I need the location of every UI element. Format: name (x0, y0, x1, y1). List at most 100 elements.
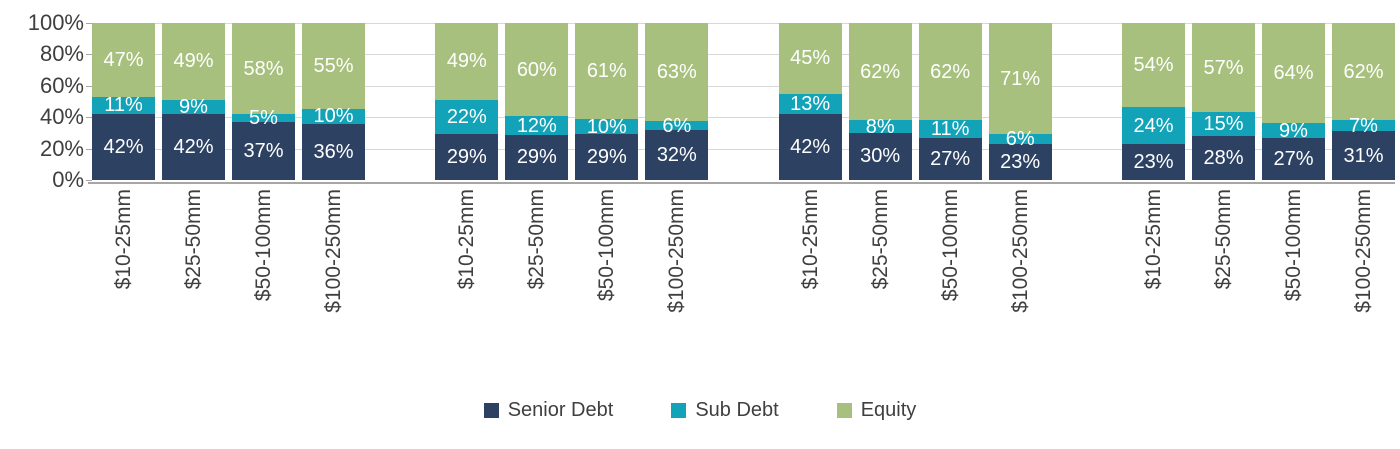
stacked-bar: 62% 8% 30% (848, 23, 912, 181)
y-tick-label: 20% (39, 136, 84, 161)
segment-value-label: 71% (1000, 67, 1041, 90)
segment-value-label: 62% (930, 60, 971, 83)
segment-value-label: 5% (249, 107, 278, 129)
sub-debt-segment: 6% (645, 116, 709, 136)
stacked-bar: 60% 12% 29% (505, 23, 569, 180)
senior-debt-segment: 42% (92, 114, 155, 180)
sub-debt-segment: 7% (1331, 116, 1395, 136)
equity-segment: 57% (1191, 23, 1255, 113)
category-label: $25-50mm (182, 189, 205, 290)
segment-value-label: 11% (104, 94, 143, 117)
stacked-bar: 45% 13% 42% (778, 23, 842, 180)
y-tick-mark (86, 86, 92, 87)
equity-segment: 62% (1331, 23, 1395, 121)
segment-value-label: 29% (516, 146, 557, 169)
segment-value-label: 42% (103, 136, 144, 159)
segment-value-label: 49% (446, 50, 487, 73)
segment-value-label: 27% (930, 147, 971, 170)
segment-value-label: 54% (1133, 53, 1174, 76)
category-label: $50-100mm (1281, 189, 1305, 302)
x-label-cell: $10-25mm (779, 189, 842, 354)
legend: Senior Debt Sub Debt Equity (0, 399, 1400, 422)
equity-segment: 55% (302, 23, 365, 109)
legend-item-sub-debt: Sub Debt (671, 399, 779, 422)
segment-value-label: 27% (1273, 147, 1314, 170)
x-label-cell: $25-50mm (505, 189, 568, 354)
x-label-group-3: $10-25mm $25-50mm $50-100mm $100-250mm (779, 189, 1052, 354)
equity-segment: 63% (645, 23, 709, 121)
stacked-bar: 55% 10% 36% (302, 23, 365, 180)
bar-group-4: 54% 24% 23% 57% 15% 28% 64% 9% 27% 62% 7% 31% (1121, 23, 1395, 181)
y-tick-label: 0% (52, 167, 84, 192)
senior-debt-segment: 27% (918, 137, 982, 181)
segment-value-label: 11% (930, 117, 970, 140)
stacked-bar: 62% 11% 27% (918, 23, 982, 181)
segment-value-label: 55% (313, 54, 354, 77)
equity-segment: 45% (778, 23, 842, 94)
x-label-cell: $50-100mm (919, 189, 982, 354)
segment-value-label: 22% (446, 106, 487, 129)
segment-value-label: 64% (1273, 62, 1314, 85)
senior-debt-segment: 30% (848, 132, 912, 181)
segment-value-label: 29% (446, 146, 487, 169)
category-label: $25-50mm (1211, 189, 1235, 290)
stacked-bar: 58% 5% 37% (232, 23, 295, 181)
segment-value-label: 23% (1000, 150, 1041, 173)
equity-segment: 54% (1121, 23, 1185, 107)
sub-debt-segment: 5% (232, 108, 295, 128)
senior-debt-segment: 31% (1331, 131, 1395, 181)
sub-debt-segment: 11% (918, 117, 982, 140)
x-label-group-2: $10-25mm $25-50mm $50-100mm $100-250mm (435, 189, 708, 354)
category-label: $10-25mm (455, 189, 479, 290)
segment-value-label: 8% (865, 115, 895, 138)
sub-debt-segment: 9% (1261, 121, 1325, 141)
senior-debt-segment: 23% (988, 143, 1052, 180)
stacked-bar: 62% 7% 31% (1331, 23, 1395, 181)
segment-value-label: 57% (1203, 56, 1244, 79)
y-tick-label: 40% (39, 104, 84, 129)
bar-group-2: 49% 22% 29% 60% 12% 29% 61% 10% 29% 63% 6% 32% (435, 23, 709, 181)
category-label: $100-250mm (322, 189, 345, 313)
segment-value-label: 61% (586, 59, 627, 82)
segment-value-label: 29% (586, 146, 627, 169)
equity-segment: 49% (435, 23, 499, 100)
segment-value-label: 6% (662, 114, 692, 137)
senior-debt-segment: 29% (575, 134, 639, 181)
y-tick-mark (86, 23, 92, 24)
equity-swatch-icon (836, 403, 852, 418)
category-label: $25-50mm (868, 189, 892, 290)
senior-debt-segment: 36% (302, 124, 365, 180)
segment-value-label: 30% (860, 145, 901, 168)
equity-segment: 64% (1261, 23, 1325, 124)
x-label-cell: $50-100mm (232, 189, 295, 354)
plot-area: 47% 11% 42% 49% 9% 42% 58% 5% 37% 55% 10% 36% 49% 22%… (92, 23, 1395, 181)
x-axis-line (88, 182, 1395, 184)
senior-debt-segment: 27% (1261, 137, 1325, 181)
equity-segment: 58% (232, 23, 295, 115)
sub-debt-segment: 12% (505, 116, 569, 136)
segment-value-label: 6% (1005, 128, 1035, 151)
stacked-bar: 57% 15% 28% (1191, 23, 1255, 180)
y-tick-mark (86, 149, 92, 150)
equity-segment: 62% (848, 23, 912, 121)
segment-value-label: 9% (179, 95, 208, 118)
segment-value-label: 37% (243, 139, 284, 162)
x-label-cell: $10-25mm (92, 189, 155, 354)
x-label-cell: $100-250mm (302, 189, 365, 354)
senior-debt-segment: 29% (505, 134, 569, 180)
segment-value-label: 45% (790, 47, 831, 70)
senior-debt-segment: 28% (1191, 136, 1255, 180)
segment-value-label: 23% (1133, 151, 1174, 174)
sub-debt-segment: 15% (1191, 112, 1255, 137)
gridline-100 (92, 23, 1395, 24)
stacked-bar: 71% 6% 23% (988, 23, 1052, 180)
senior-debt-swatch-icon (483, 403, 499, 418)
legend-label: Equity (860, 399, 917, 421)
stacked-bar: 63% 6% 32% (645, 23, 709, 180)
sub-debt-swatch-icon (671, 403, 687, 418)
segment-value-label: 47% (103, 48, 144, 71)
sub-debt-segment: 9% (162, 95, 225, 118)
segment-value-label: 62% (860, 60, 901, 83)
x-label-cell: $50-100mm (1262, 189, 1325, 354)
x-label-cell: $100-250mm (645, 189, 708, 354)
